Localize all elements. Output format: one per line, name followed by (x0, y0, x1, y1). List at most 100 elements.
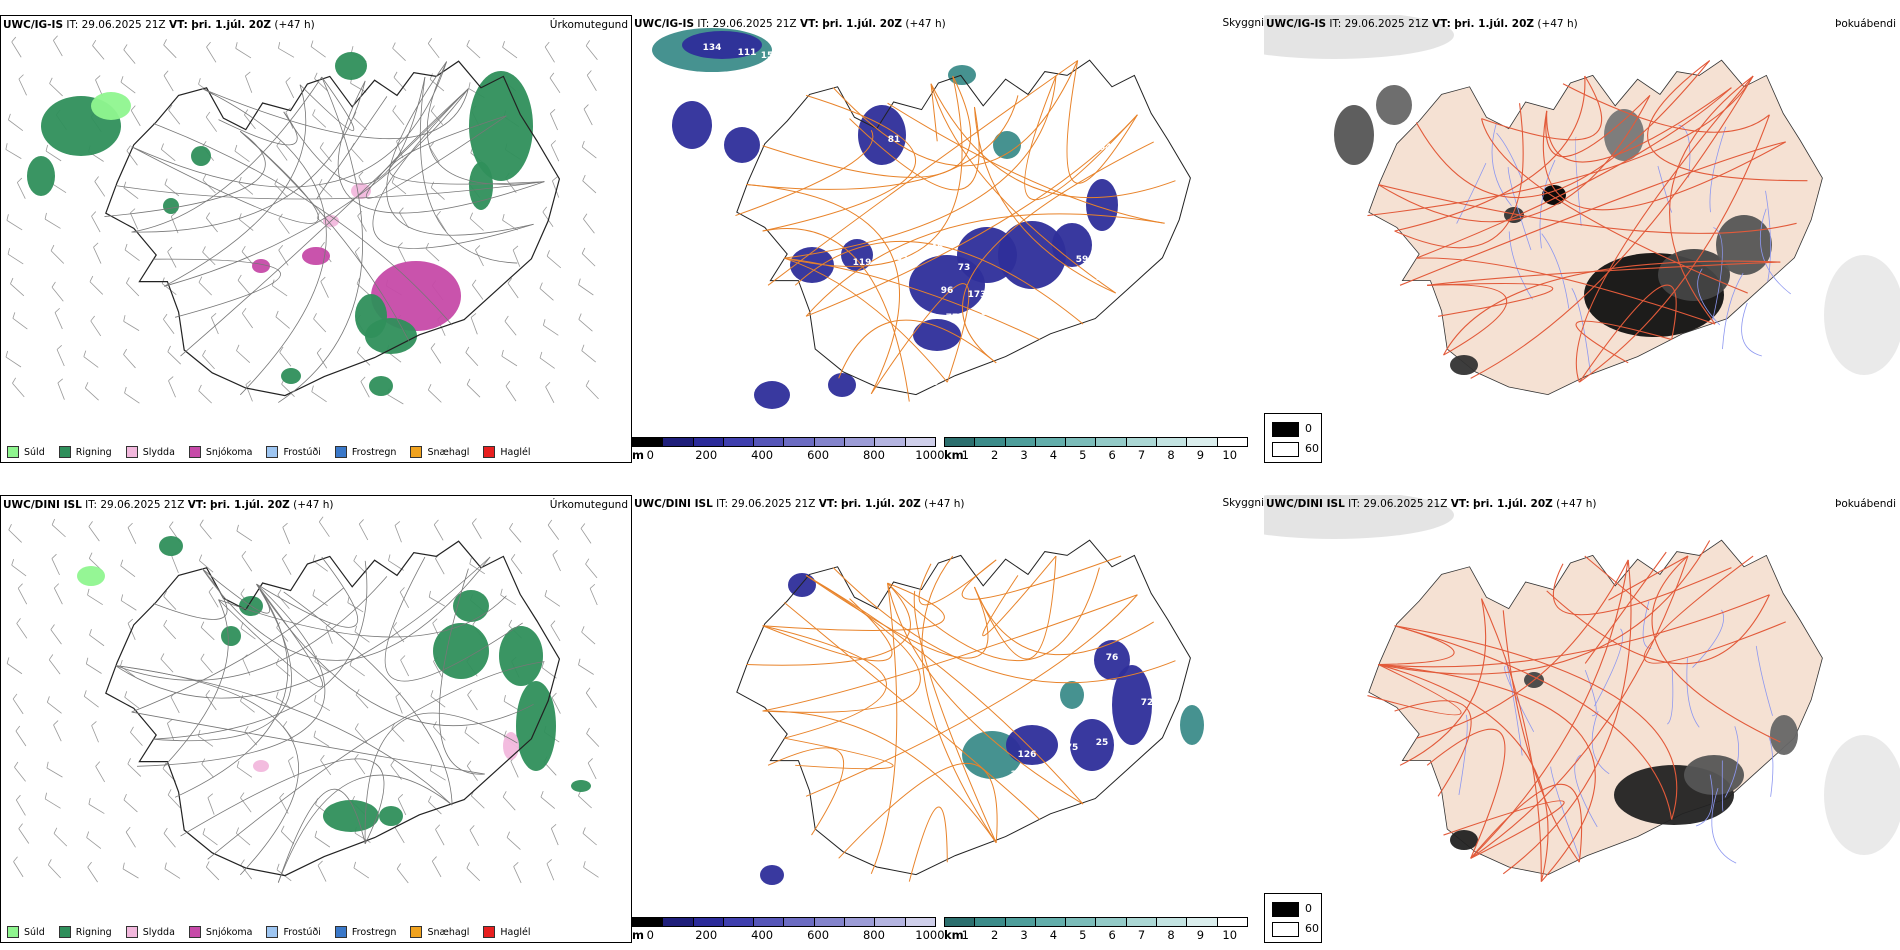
colorbar-cell (1005, 438, 1036, 446)
cloud-height-label: 111 (738, 48, 757, 58)
legend-label: Rigning (75, 926, 112, 938)
colorbar-tick: 800 (862, 928, 885, 942)
legend-label: Snæhagl (427, 446, 470, 458)
colorbar-cell (1126, 438, 1158, 446)
visibility-colorbar: km 1 2 3 4 5 6 7 8 9 10 (944, 437, 1248, 463)
legend-item: Frostregn (334, 926, 396, 938)
cloud-height-label: 164 (1093, 143, 1112, 153)
legend-item: Haglél (483, 926, 531, 938)
colorbar-cell (845, 918, 876, 926)
legend-label: Haglél (500, 926, 531, 938)
precip-panel-top: UWC/IG-IS IT: 29.06.2025 21Z VT: þri. 1.… (0, 15, 632, 463)
precip-panel-bottom: UWC/DINI ISL IT: 29.06.2025 21Z VT: þri.… (0, 495, 632, 943)
cloud-height-label: 72 (1141, 698, 1154, 708)
cloud-height-label: 124 (995, 286, 1014, 296)
fog-legend: 0 60 (1264, 893, 1322, 943)
fog-legend-label: 60 (1305, 922, 1319, 935)
panel-title: UWC/DINI ISL IT: 29.06.2025 21Z VT: þri.… (634, 498, 965, 510)
legend-label: Snjókoma (205, 926, 253, 938)
colorbar-strip (632, 917, 936, 927)
colorbar-cell (784, 918, 815, 926)
cloud-height-label: 79 (786, 138, 799, 148)
visibility-colorbar: km 1 2 3 4 5 6 7 8 9 10 (944, 917, 1248, 943)
colorbar-tick: 2 (990, 448, 999, 462)
panel-title: UWC/DINI ISL IT: 29.06.2025 21Z VT: þri.… (3, 499, 334, 511)
cloud-height-label: 59 (1076, 255, 1089, 265)
colorbar-cell (1126, 918, 1158, 926)
legend-item: Frostúði (266, 926, 321, 938)
legend-swatch (188, 926, 201, 938)
height-colorbar: m 0 200 400 600 800 1000 (632, 917, 945, 943)
cloud-height-label: 78 (1036, 308, 1049, 318)
colorbar-tick: 9 (1196, 928, 1205, 942)
cloud-height-label: 119 (853, 258, 872, 268)
field-name: Skyggni (1222, 497, 1265, 509)
panel-title: UWC/IG-IS IT: 29.06.2025 21Z VT: þri. 1.… (3, 19, 315, 31)
legend-label: Slydda (142, 926, 175, 938)
colorbar-tick: 400 (751, 928, 774, 942)
colorbar-tick: 3 (1020, 928, 1028, 942)
cloud-height-label: 7 (909, 380, 915, 390)
cloud-height-label: 68 (1078, 286, 1091, 296)
fog-legend-swatch (1272, 422, 1299, 437)
field-name: Úrkomutegund (549, 499, 628, 511)
legend-item: Súld (7, 926, 45, 938)
colorbar-cell (1096, 438, 1127, 446)
colorbar-tick: 0 (646, 448, 654, 462)
cloud-height-label: 78 (901, 833, 914, 843)
legend-label: Frostúði (283, 446, 321, 458)
cloud-height-label: 126 (1018, 750, 1037, 760)
colorbar-cell (723, 438, 755, 446)
legend-item: Frostúði (266, 446, 321, 458)
cloud-height-label: 77 (946, 313, 959, 323)
legend-swatch (58, 926, 71, 938)
colorbar-tick: 6 (1108, 448, 1116, 462)
model-name: UWC/IG-IS (3, 19, 64, 31)
legend-swatch (334, 446, 347, 458)
fog-legend-swatch (1272, 902, 1299, 917)
legend-swatch (410, 926, 423, 938)
fog-map (1264, 15, 1900, 396)
colorbar-strip (944, 917, 1248, 927)
colorbar-cell (1217, 918, 1247, 926)
legend-swatch (58, 446, 71, 458)
cloud-height-label: 96 (941, 286, 954, 296)
colorbar-tick: 1 (961, 928, 969, 942)
colorbar-tick: 10 (1222, 928, 1238, 942)
colorbar-cell (945, 918, 976, 926)
legend-item: Rigning (58, 446, 112, 458)
cloud-height-label: 23 (1011, 770, 1024, 780)
legend-swatch (125, 926, 138, 938)
legend-swatch (483, 926, 496, 938)
cloud-height-label: 10 (786, 88, 799, 98)
colorbar-tick: 8 (1167, 928, 1175, 942)
colorbar-cell (1096, 918, 1127, 926)
cloud-height-label: 66 (926, 378, 939, 388)
colorbar-tick: 2 (990, 928, 999, 942)
cloud-height-label: 90 (736, 108, 749, 118)
legend-item: Snæhagl (410, 446, 469, 458)
legend-swatch (334, 926, 347, 938)
colorbar-cell (633, 918, 664, 926)
colorbar-tick: 800 (862, 448, 885, 462)
colorbar-tick: 4 (1049, 448, 1058, 462)
fog-legend-swatch (1272, 442, 1299, 457)
colorbar-cell (784, 438, 815, 446)
colorbar-cell (975, 918, 1006, 926)
colorbar-cell (945, 438, 976, 446)
colorbar-cell (754, 918, 785, 926)
colorbar-cell (693, 918, 724, 926)
colorbar-tick: 1 (961, 448, 969, 462)
colorbar-unit: m (632, 448, 644, 462)
colorbar-tick: 400 (751, 448, 774, 462)
colorbar-tick: 200 (695, 448, 718, 462)
colorbar-tick: 9 (1196, 448, 1205, 462)
legend-swatch (188, 446, 201, 458)
colorbar-strip (944, 437, 1248, 447)
colorbar-cell (693, 438, 724, 446)
colorbar-cell (1157, 438, 1188, 446)
legend-item: Haglél (483, 446, 531, 458)
legend-swatch (266, 926, 279, 938)
colorbar-cell (814, 438, 846, 446)
colorbar-tick: 8 (1167, 448, 1175, 462)
